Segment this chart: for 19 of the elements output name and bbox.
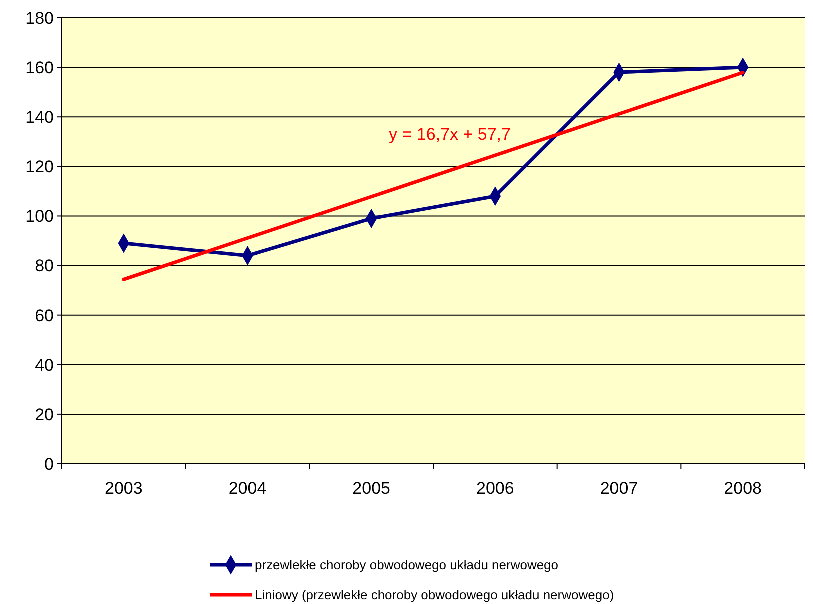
legend-label: Liniowy (przewlekłe choroby obwodowego układu nerwowego): [255, 588, 614, 603]
y-tick-label: 20: [35, 405, 54, 424]
legend-label: przewlekłe choroby obwodowego układu nerwowego: [255, 558, 559, 573]
x-tick-label: 2006: [476, 479, 514, 498]
x-tick-label: 2004: [228, 479, 267, 498]
y-tick-label: 180: [26, 8, 54, 28]
annotation: y = 16,7x + 57,7: [389, 125, 511, 144]
x-tick-label: 2007: [600, 479, 638, 498]
y-tick-label: 100: [26, 207, 54, 226]
x-tick-label: 2008: [724, 479, 762, 498]
y-tick-label: 0: [44, 454, 54, 474]
y-tick-label: 120: [26, 158, 54, 177]
y-tick-label: 40: [35, 356, 54, 375]
y-tick-label: 60: [35, 306, 54, 326]
y-tick-label: 160: [26, 58, 54, 78]
y-tick-label: 140: [26, 108, 54, 128]
y-tick-label: 80: [35, 256, 54, 276]
x-tick-label: 2003: [105, 479, 143, 498]
x-tick-label: 2005: [352, 479, 390, 498]
